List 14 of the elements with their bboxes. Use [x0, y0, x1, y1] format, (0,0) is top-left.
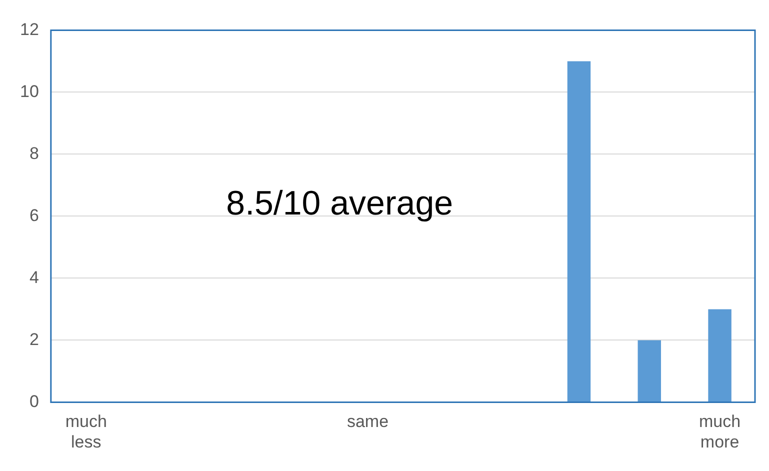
annotation: 8.5/10 average	[226, 184, 454, 222]
y-tick-label: 2	[29, 330, 39, 349]
bar	[638, 340, 662, 402]
y-tick-label: 0	[29, 392, 39, 411]
bar	[567, 61, 591, 402]
y-tick-label: 4	[29, 268, 39, 287]
x-tick-label: much less	[65, 412, 107, 452]
x-tick-label: same	[346, 412, 389, 432]
y-tick-label: 12	[20, 20, 39, 39]
y-tick-label: 8	[29, 144, 39, 163]
y-tick-label: 10	[20, 82, 39, 101]
x-tick-label: much more	[699, 412, 741, 452]
bar	[708, 309, 732, 402]
y-tick-label: 6	[29, 206, 39, 225]
